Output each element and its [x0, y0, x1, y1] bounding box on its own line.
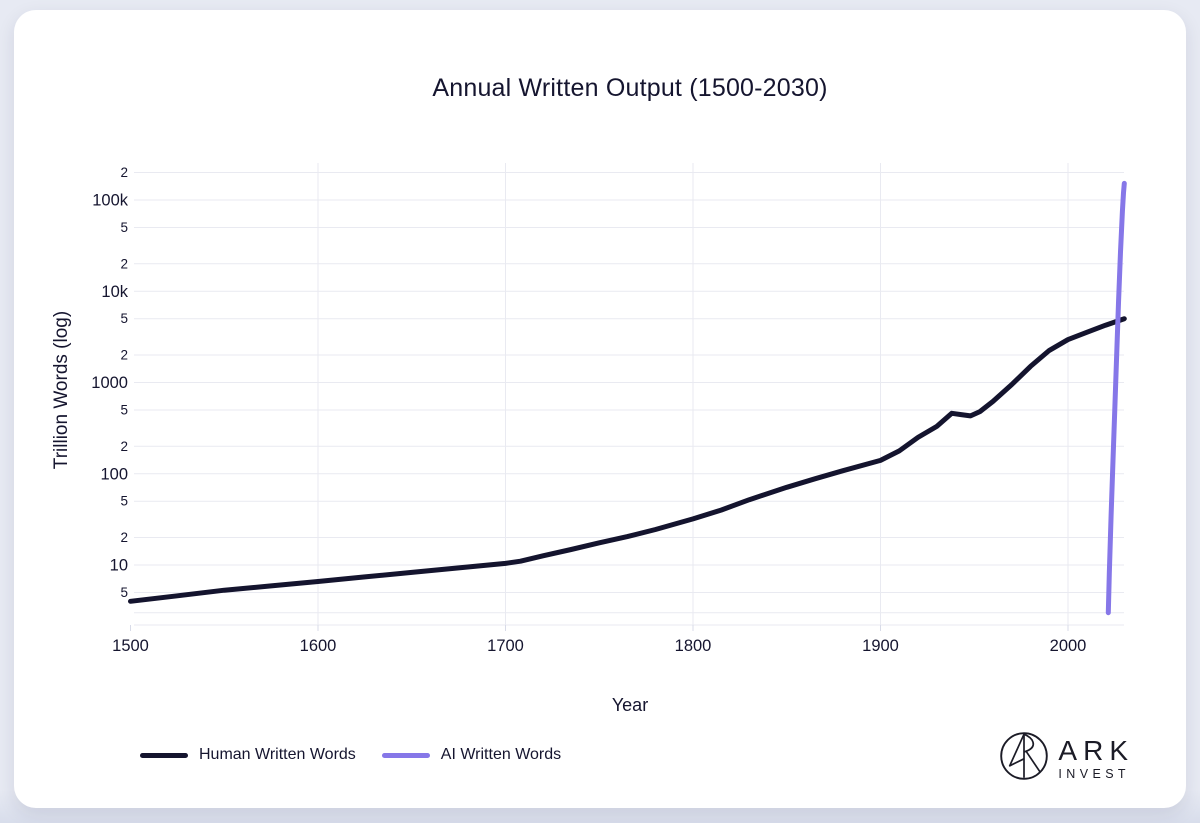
- chart-title: Annual Written Output (1500-2030): [432, 74, 828, 102]
- y-axis-title: Trillion Words (log): [51, 310, 72, 470]
- svg-text:1900: 1900: [862, 637, 899, 655]
- svg-text:10k: 10k: [101, 283, 128, 301]
- ark-invest-logo: ARK INVEST: [999, 731, 1134, 786]
- svg-text:2: 2: [120, 256, 128, 271]
- ark-brand-sub: INVEST: [1058, 766, 1130, 781]
- svg-text:5: 5: [120, 585, 128, 600]
- gridlines: [130, 163, 1124, 631]
- svg-text:5: 5: [120, 311, 128, 326]
- legend-item-ai: AI Written Words: [381, 746, 562, 764]
- ark-brand-name: ARK: [1058, 734, 1134, 766]
- svg-text:5: 5: [120, 220, 128, 235]
- series-ai-written-words: [1105, 180, 1127, 616]
- legend-label-ai: AI Written Words: [440, 746, 562, 763]
- svg-text:10: 10: [110, 557, 128, 575]
- svg-text:2: 2: [120, 165, 128, 180]
- svg-text:5: 5: [120, 402, 128, 417]
- svg-text:100k: 100k: [92, 192, 129, 210]
- svg-text:2: 2: [120, 530, 128, 545]
- legend-item-human: Human Written Words: [140, 746, 356, 764]
- svg-text:1700: 1700: [487, 637, 524, 655]
- svg-text:100: 100: [100, 465, 128, 483]
- series-human-written-words: [128, 316, 1127, 604]
- svg-text:2: 2: [120, 439, 128, 454]
- svg-text:1600: 1600: [300, 637, 337, 655]
- svg-text:2: 2: [120, 348, 128, 363]
- ark-logo-mark-icon: [999, 731, 1049, 786]
- chart-card: [14, 10, 1186, 808]
- legend: Human Written Words AI Written Words: [140, 746, 561, 764]
- ark-logo-text: ARK INVEST: [1058, 734, 1134, 781]
- legend-label-human: Human Written Words: [199, 746, 356, 763]
- svg-text:1000: 1000: [91, 374, 128, 392]
- human-series-swatch: [140, 752, 188, 758]
- svg-text:5: 5: [120, 494, 128, 509]
- axis-tick-labels: 2 100k 5 2 10k 5 2 1000 5 2 100 5 2 10 5 1500 1600 1700 18…: [91, 165, 1086, 655]
- x-axis-title: Year: [611, 695, 649, 715]
- svg-text:1800: 1800: [675, 637, 712, 655]
- data-series-lines: [128, 180, 1127, 616]
- svg-text:1500: 1500: [112, 637, 149, 655]
- ai-series-swatch: [381, 752, 430, 758]
- svg-text:2000: 2000: [1050, 637, 1087, 655]
